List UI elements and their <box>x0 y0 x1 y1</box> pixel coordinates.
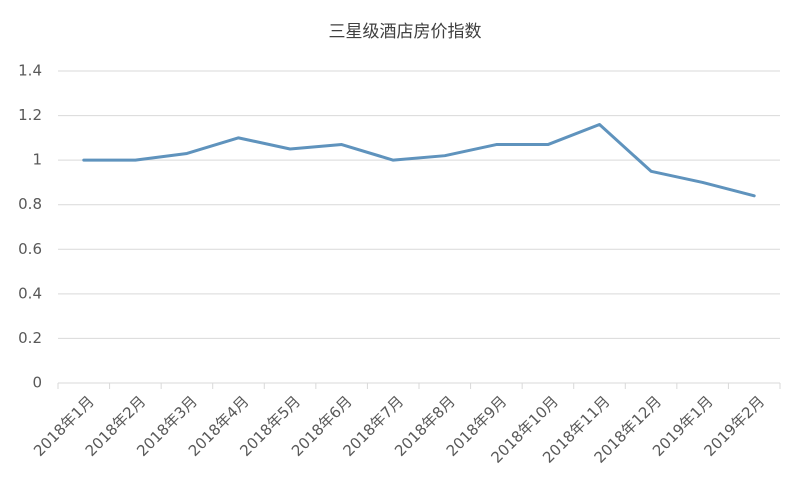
y-tick-label: 1 <box>32 151 42 169</box>
y-tick-label: 0.4 <box>18 284 42 302</box>
data-line <box>82 122 756 198</box>
y-tick-label: 0 <box>32 374 42 392</box>
y-tick-label: 0.6 <box>18 240 42 258</box>
y-tick-label: 0.8 <box>18 195 42 213</box>
chart-title: 三星级酒店房价指数 <box>329 22 482 42</box>
y-tick-label: 1.4 <box>18 62 42 80</box>
y-tick-label: 1.2 <box>18 106 42 124</box>
y-tick-label: 0.2 <box>18 329 42 347</box>
